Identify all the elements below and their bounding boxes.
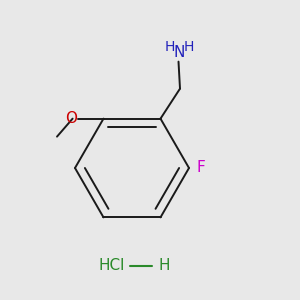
Text: N: N bbox=[174, 45, 185, 60]
Text: F: F bbox=[196, 160, 205, 175]
Text: O: O bbox=[65, 111, 77, 126]
Text: H: H bbox=[184, 40, 194, 54]
Text: H: H bbox=[164, 40, 175, 54]
Text: HCl: HCl bbox=[98, 258, 124, 273]
Text: H: H bbox=[158, 258, 169, 273]
